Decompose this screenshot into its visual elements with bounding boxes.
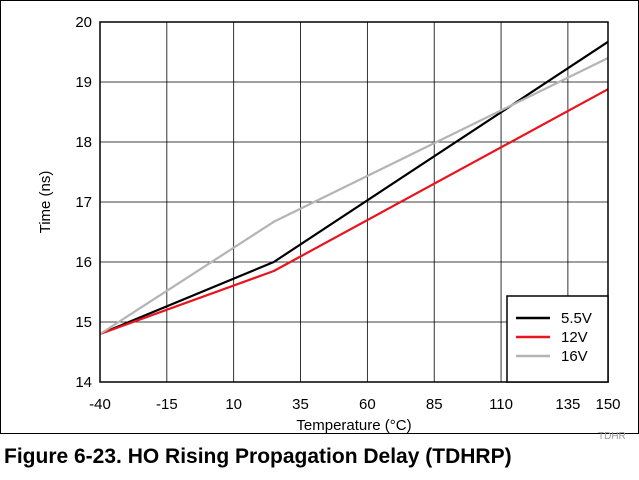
x-tick-label: 135 <box>555 396 580 413</box>
x-tick-label: 150 <box>595 396 620 413</box>
x-tick-label: 35 <box>292 396 309 413</box>
legend-box <box>506 295 609 383</box>
y-axis-label: Time (ns) <box>37 171 54 234</box>
y-tick-label: 14 <box>75 374 92 391</box>
x-tick-label: -40 <box>89 396 111 413</box>
x-tick-label: 85 <box>426 396 443 413</box>
x-tick-label: 10 <box>225 396 242 413</box>
x-axis-label: Temperature (°C) <box>296 417 411 434</box>
y-tick-label: 15 <box>75 314 92 331</box>
series-line-12V <box>99 88 609 336</box>
plot-area <box>99 21 609 383</box>
y-tick-label: 19 <box>75 74 92 91</box>
legend: 5.5V 12V 16V <box>506 295 609 383</box>
y-tick-label: 20 <box>75 14 92 31</box>
legend-label: 5.5V <box>561 310 592 327</box>
series-line-5.5V <box>99 40 609 336</box>
tick-labels: -40 -15 10 35 60 85 110 135 150 14 15 16 17 18 19 20 <box>75 14 620 413</box>
y-tick-label: 17 <box>75 194 92 211</box>
figure-caption: Figure 6-23. HO Rising Propagation Delay… <box>4 445 512 468</box>
legend-label: 16V <box>561 348 588 365</box>
legend-label: 12V <box>561 329 588 346</box>
x-tick-label: 110 <box>489 396 513 413</box>
x-tick-label: 60 <box>359 396 376 413</box>
x-tick-label: -15 <box>156 396 178 413</box>
chart: -40 -15 10 35 60 85 110 135 150 14 15 16 17 18 19 20 Te… <box>37 14 621 434</box>
y-tick-label: 16 <box>75 254 92 271</box>
figure-id: TDHR <box>598 431 626 442</box>
y-tick-label: 18 <box>75 134 92 151</box>
grid <box>100 22 608 382</box>
series-line-16V <box>99 57 609 335</box>
series-lines <box>99 40 609 336</box>
